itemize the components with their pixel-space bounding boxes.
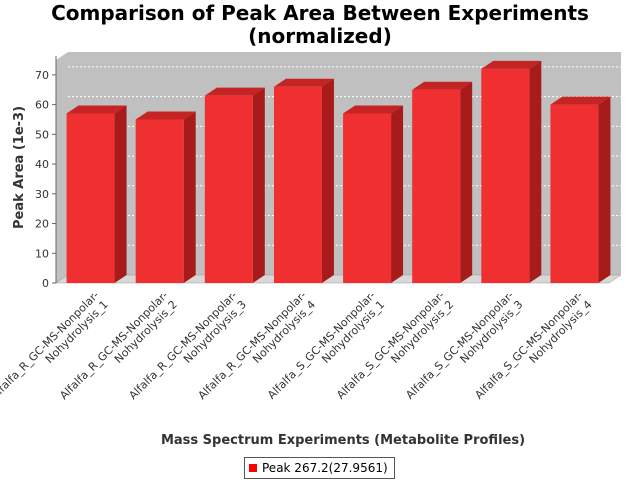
bar-side (460, 81, 473, 283)
legend-label: Peak 267.2(27.9561) (262, 461, 388, 475)
legend-swatch (249, 464, 257, 472)
x-tick-label: Alfalfa_R_GC-MS-Nonpolar-Nohydrolysis_1 (0, 289, 111, 402)
bar (135, 119, 184, 283)
y-tick-label: 20 (35, 218, 49, 231)
y-tick-label: 70 (35, 69, 49, 82)
chart-title-line-1: Comparison of Peak Area Between Experime… (51, 1, 589, 25)
y-axis-title: Peak Area (1e-3) (12, 106, 27, 229)
bar (204, 95, 253, 284)
x-axis-title: Mass Spectrum Experiments (Metabolite Pr… (161, 433, 525, 448)
bar-side (252, 87, 265, 284)
bar-top (343, 105, 404, 114)
bar-top (135, 111, 196, 120)
y-tick-label: 40 (35, 158, 49, 171)
bar (343, 113, 392, 284)
bar-top (66, 105, 127, 114)
bar-top (550, 96, 611, 105)
y-tick-label: 10 (35, 247, 49, 260)
bar-side (114, 105, 127, 284)
bar (66, 113, 115, 284)
y-tick-label: 50 (35, 128, 49, 141)
bar-top (273, 78, 334, 87)
bar (273, 86, 322, 283)
chart-title: Comparison of Peak Area Between Experime… (0, 2, 640, 48)
y-tick-label: 30 (35, 188, 49, 201)
bar (481, 68, 530, 283)
bar-side (529, 60, 542, 283)
bar-top (204, 87, 265, 96)
bar-side (321, 78, 334, 283)
bar (550, 104, 599, 283)
bar (412, 89, 461, 283)
x-tick-label-line: Alfalfa_R_GC-MS-Nonpolar- (0, 289, 102, 402)
bar-side (598, 96, 611, 283)
bar-top (412, 81, 473, 90)
legend: Peak 267.2(27.9561) (244, 457, 395, 479)
y-tick-label: 60 (35, 99, 49, 112)
chart-title-line-2: (normalized) (248, 24, 392, 48)
y-tick-label: 0 (42, 277, 49, 290)
bar-side (183, 111, 196, 283)
bar-top (481, 60, 542, 69)
bar-side (391, 105, 404, 284)
